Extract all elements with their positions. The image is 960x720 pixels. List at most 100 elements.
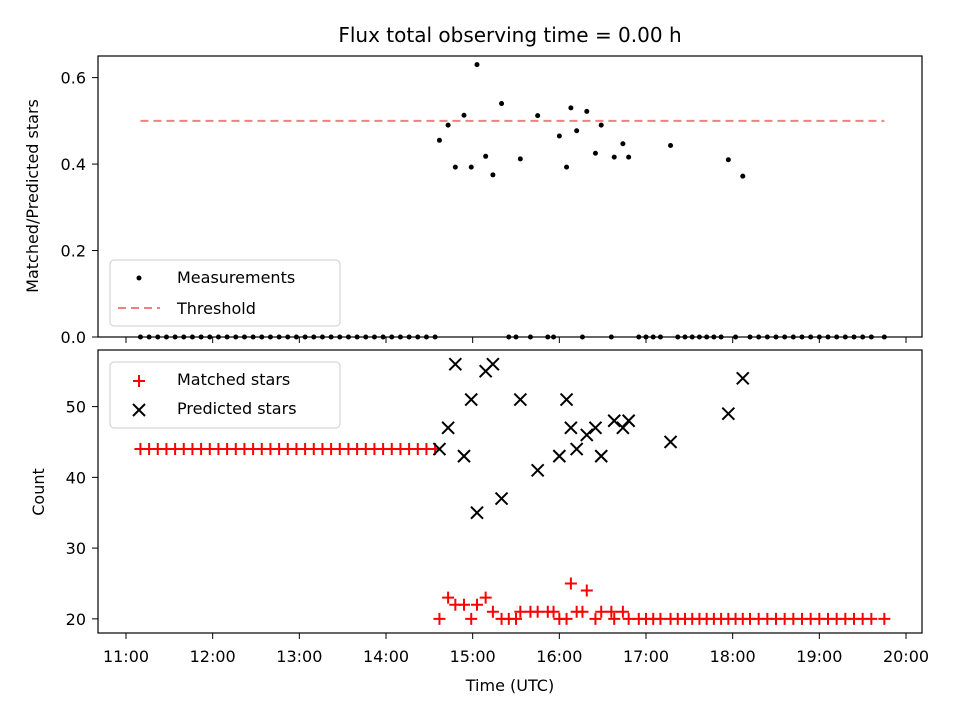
measurement-point	[620, 141, 626, 147]
predicted-star-point	[559, 392, 574, 407]
measurement-point	[483, 153, 489, 159]
bottom-y-ticks: 20 30 40 50	[66, 398, 98, 629]
matched-star-point	[576, 605, 589, 618]
x-tick-label: 18:00	[710, 647, 756, 666]
measurement-point	[598, 122, 604, 128]
top-y-tick-label: 0.2	[61, 242, 86, 261]
predicted-star-point	[721, 406, 736, 421]
bottom-y-tick-label: 50	[66, 398, 86, 417]
predicted-star-point	[486, 357, 500, 371]
predicted-star-point	[607, 414, 621, 428]
x-tick-label: 14:00	[363, 647, 409, 666]
measurement-point	[452, 164, 458, 170]
legend-predicted-label: Predicted stars	[177, 399, 297, 418]
predicted-star-point	[441, 421, 455, 435]
predicted-star-point	[736, 371, 750, 386]
matched-star-point	[433, 612, 446, 625]
predicted-star-point	[494, 491, 509, 506]
predicted-star-point	[621, 414, 636, 428]
predicted-star-point	[564, 421, 578, 435]
predicted-star-point	[580, 428, 594, 442]
predicted-star-point	[552, 449, 567, 463]
top-y-axis-label: Matched/Predicted stars	[23, 99, 42, 293]
matched-star-point	[605, 605, 618, 618]
x-tick-label: 17:00	[623, 647, 669, 666]
x-tick-label: 12:00	[190, 647, 236, 666]
matched-star-point	[622, 612, 635, 625]
matched-star-point	[595, 605, 608, 618]
measurement-point	[474, 62, 480, 68]
measurement-point	[499, 101, 505, 107]
matched-star-point	[471, 598, 483, 611]
measurement-point	[592, 150, 598, 156]
legend-predicted-marker	[132, 403, 146, 417]
matched-star-point	[510, 612, 522, 625]
matched-star-point	[465, 612, 478, 625]
bottom-legend: Matched stars Predicted stars	[109, 361, 341, 429]
measurement-point	[535, 113, 541, 119]
top-legend-box	[109, 259, 341, 327]
matched-star-point	[560, 612, 573, 625]
x-tick-label: 16:00	[536, 647, 582, 666]
measurement-point	[556, 133, 562, 139]
predicted-star-point	[588, 421, 603, 435]
bottom-x-ticks: 11:00 12:00 13:00 14:00 15:00 16:00 17:00 18:00…	[103, 633, 929, 666]
legend-measurements-marker	[136, 275, 142, 281]
bottom-legend-box	[109, 361, 341, 429]
top-panel: Matched/Predicted stars 0.0 0.2 0.4 0.6 Mea…	[23, 55, 923, 347]
x-axis-label: Time (UTC)	[465, 676, 554, 695]
measurement-point	[517, 156, 523, 162]
x-tick-label: 20:00	[883, 647, 929, 666]
predicted-star-point	[513, 392, 528, 407]
matched-star-point	[589, 612, 602, 625]
measurement-point	[626, 154, 632, 160]
matched-star-point	[616, 605, 629, 618]
legend-measurements-label: Measurements	[177, 268, 295, 287]
predicted-star-point	[569, 442, 584, 456]
x-tick-label: 11:00	[103, 647, 149, 666]
measurement-point	[584, 108, 590, 114]
matched-star-point	[878, 612, 891, 625]
predicted-star-point	[663, 435, 678, 449]
top-y-tick-label: 0.0	[61, 328, 86, 347]
chart-title: Flux total observing time = 0.00 h	[338, 23, 681, 47]
matched-star-point	[547, 605, 560, 618]
bottom-plot-frame	[97, 349, 923, 634]
predicted-star-point	[448, 357, 463, 371]
matched-star-point	[479, 591, 492, 604]
matched-star-point	[514, 605, 527, 618]
matched-star-point	[654, 612, 667, 625]
measurement-point	[740, 173, 746, 179]
top-y-tick-label: 0.4	[61, 155, 86, 174]
matched-star-point	[580, 584, 593, 597]
measurement-point	[461, 112, 467, 118]
legend-threshold-label: Threshold	[176, 299, 256, 318]
measurement-point	[445, 122, 451, 128]
legend-matched-marker	[133, 375, 145, 387]
matched-star-point	[865, 612, 878, 625]
top-y-tick-label: 0.6	[61, 69, 86, 88]
bottom-y-tick-label: 40	[66, 468, 86, 487]
matched-star-point	[486, 605, 499, 618]
predicted-star-point	[457, 449, 471, 463]
top-plot-frame	[97, 55, 923, 338]
measurement-point	[468, 164, 474, 170]
matched-star-point	[564, 577, 577, 590]
bottom-y-axis-label: Count	[29, 468, 48, 516]
measurement-point	[490, 172, 496, 178]
x-tick-label: 19:00	[796, 647, 842, 666]
count-points	[134, 357, 891, 625]
measurement-point	[574, 128, 580, 134]
measurement-point	[725, 157, 731, 163]
predicted-star-point	[594, 449, 608, 463]
predicted-star-point	[530, 463, 545, 477]
predicted-star-point	[470, 506, 484, 520]
matched-star-point	[442, 591, 455, 604]
predicted-star-point	[464, 392, 478, 407]
measurement-point	[668, 142, 674, 148]
predicted-star-point	[432, 442, 447, 456]
legend-matched-label: Matched stars	[177, 370, 290, 389]
bottom-panel: Count Time (UTC) 20 30 40 50 11:00 12:00 13:0…	[29, 349, 929, 695]
x-tick-label: 15:00	[450, 647, 496, 666]
